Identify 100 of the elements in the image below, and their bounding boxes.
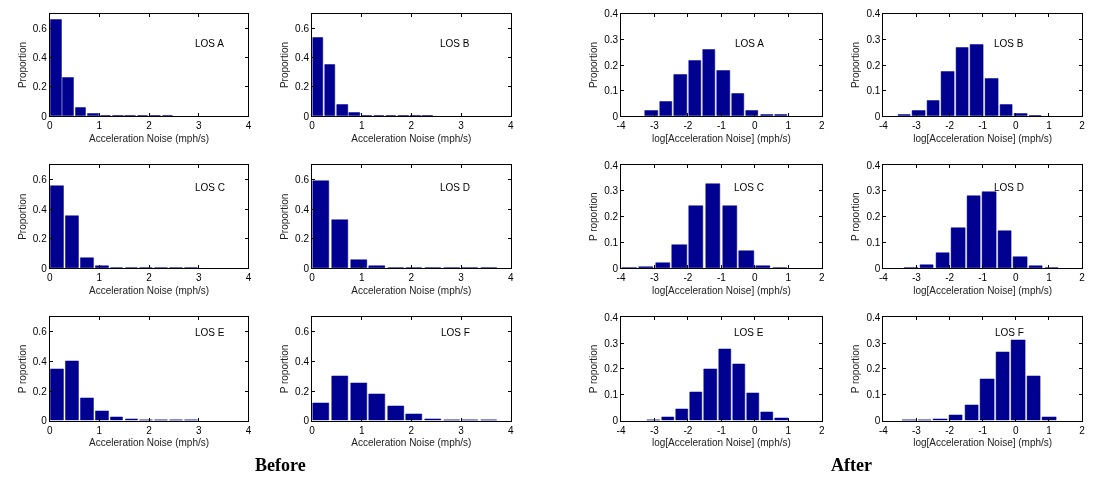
x-tick-label: 4	[245, 272, 252, 284]
x-tick-label: -1	[978, 424, 988, 436]
y-tick-label: 0.3	[866, 337, 881, 349]
x-tick-label: 1	[358, 120, 365, 132]
x-tick-label: 2	[1079, 272, 1086, 284]
x-tick-label: -1	[978, 272, 988, 284]
x-tick-label: -4	[616, 120, 626, 132]
y-axis-title: Proportion	[588, 41, 600, 89]
x-tick-label: -2	[945, 424, 955, 436]
y-axis-title: Proportion	[279, 193, 291, 240]
y-tick-label: 0.2	[866, 211, 881, 223]
x-tick-label: 0	[1013, 120, 1020, 132]
x-tick-label: 4	[507, 424, 514, 436]
x-tick-label: 0	[752, 120, 759, 132]
y-tick-label: 0.3	[866, 33, 881, 45]
x-axis-title: Acceleration Noise (mph/s)	[351, 284, 472, 296]
text: LOS B	[440, 38, 470, 49]
y-axis-title: Proportion	[16, 41, 28, 89]
y-tick-label: 0.1	[866, 85, 881, 97]
x-tick-label: -4	[616, 424, 626, 436]
y-tick-label: 0.4	[604, 8, 619, 20]
y-tick-label: 0.4	[295, 52, 310, 64]
y-tick-label: 0.6	[295, 174, 310, 186]
y-axis-title: Proportion	[850, 41, 862, 89]
x-tick-label: 1	[1046, 272, 1053, 284]
x-tick-label: 0	[1013, 424, 1020, 436]
x-tick-label: 2	[146, 272, 153, 284]
x-tick-label: 3	[195, 424, 202, 436]
y-axis-title: P roportion	[16, 344, 28, 394]
x-tick-label: -3	[912, 424, 922, 436]
x-tick-label: -1	[716, 120, 727, 132]
y-tick-label: 0.4	[604, 311, 619, 323]
x-tick-label: -3	[912, 272, 922, 284]
y-tick-label: 0.2	[604, 211, 619, 223]
x-tick-label: 4	[507, 120, 514, 132]
y-tick-label: 0	[874, 262, 881, 274]
y-tick-label: 0.6	[295, 22, 310, 34]
x-tick-label: -1	[978, 120, 988, 132]
x-tick-label: 4	[245, 424, 252, 436]
y-tick-label: 0.2	[32, 233, 48, 245]
y-tick-label: 0.1	[866, 237, 881, 249]
y-tick-label: 0	[612, 415, 619, 427]
y-axis-title: Proportion	[279, 41, 291, 89]
x-tick-label: 3	[458, 272, 465, 284]
y-tick-label: 0.3	[866, 185, 881, 197]
y-tick-label: 0	[303, 262, 310, 274]
y-tick-label: 0	[303, 110, 310, 122]
y-tick-label: 0.3	[604, 33, 619, 45]
x-tick-label: 1	[358, 424, 365, 436]
text: LOS C	[195, 182, 226, 193]
x-tick-label: 0	[752, 272, 759, 284]
x-tick-label: 0	[752, 424, 759, 436]
x-tick-label: 2	[818, 120, 825, 132]
y-tick-label: 0.2	[295, 233, 310, 245]
y-tick-label: 0.1	[604, 389, 619, 401]
x-tick-label: -4	[878, 272, 889, 284]
text: LOS D	[440, 182, 471, 193]
x-tick-label: -2	[683, 424, 693, 436]
x-axis-title: Acceleration Noise (mph/s)	[89, 284, 210, 296]
y-tick-label: 0.6	[32, 22, 48, 34]
y-tick-label: 0.4	[866, 159, 881, 171]
x-axis-title: log[Acceleration Noise] (mph/s)	[913, 132, 1053, 144]
x-axis-title: Acceleration Noise (mph/s)	[351, 437, 472, 449]
x-axis-title: log[Acceleration Noise] (mph/s)	[651, 437, 791, 449]
x-tick-label: 2	[408, 424, 415, 436]
x-tick-label: 2	[818, 272, 825, 284]
x-tick-label: 2	[146, 120, 153, 132]
y-axis-title: P roportion	[850, 344, 862, 394]
y-tick-label: 0.2	[866, 363, 881, 375]
y-axis-title: P roportion	[279, 344, 291, 394]
y-tick-label: 0.1	[604, 85, 619, 97]
y-tick-label: 0.2	[295, 81, 310, 93]
x-tick-label: 1	[785, 120, 792, 132]
x-axis-title: log[Acceleration Noise] (mph/s)	[913, 284, 1053, 296]
y-tick-label: 0.4	[866, 8, 881, 20]
x-tick-label: -1	[716, 424, 727, 436]
y-tick-label: 0.6	[32, 326, 48, 338]
text: LOS C	[734, 182, 765, 193]
x-tick-label: 2	[1079, 120, 1086, 132]
x-tick-label: 1	[358, 272, 365, 284]
y-tick-label: 0.4	[866, 311, 881, 323]
y-tick-label: 0.2	[866, 59, 881, 71]
x-tick-label: 2	[818, 424, 825, 436]
x-tick-label: -2	[683, 120, 693, 132]
text: LOS D	[994, 182, 1025, 193]
y-axis-title: P roportion	[588, 192, 600, 242]
x-tick-label: -3	[650, 120, 660, 132]
y-tick-label: 0	[303, 415, 310, 427]
y-tick-label: 0.2	[295, 385, 310, 397]
x-tick-label: -3	[650, 272, 660, 284]
x-tick-label: 1	[96, 120, 103, 132]
x-tick-label: 1	[1046, 424, 1053, 436]
text: LOS E	[734, 327, 764, 338]
x-tick-label: 1	[96, 272, 103, 284]
x-axis-title: Acceleration Noise (mph/s)	[89, 437, 210, 449]
y-tick-label: 0	[41, 262, 48, 274]
x-tick-label: 3	[195, 272, 202, 284]
x-tick-label: 2	[1079, 424, 1086, 436]
y-tick-label: 0.4	[32, 203, 48, 215]
y-tick-label: 0.1	[604, 237, 619, 249]
